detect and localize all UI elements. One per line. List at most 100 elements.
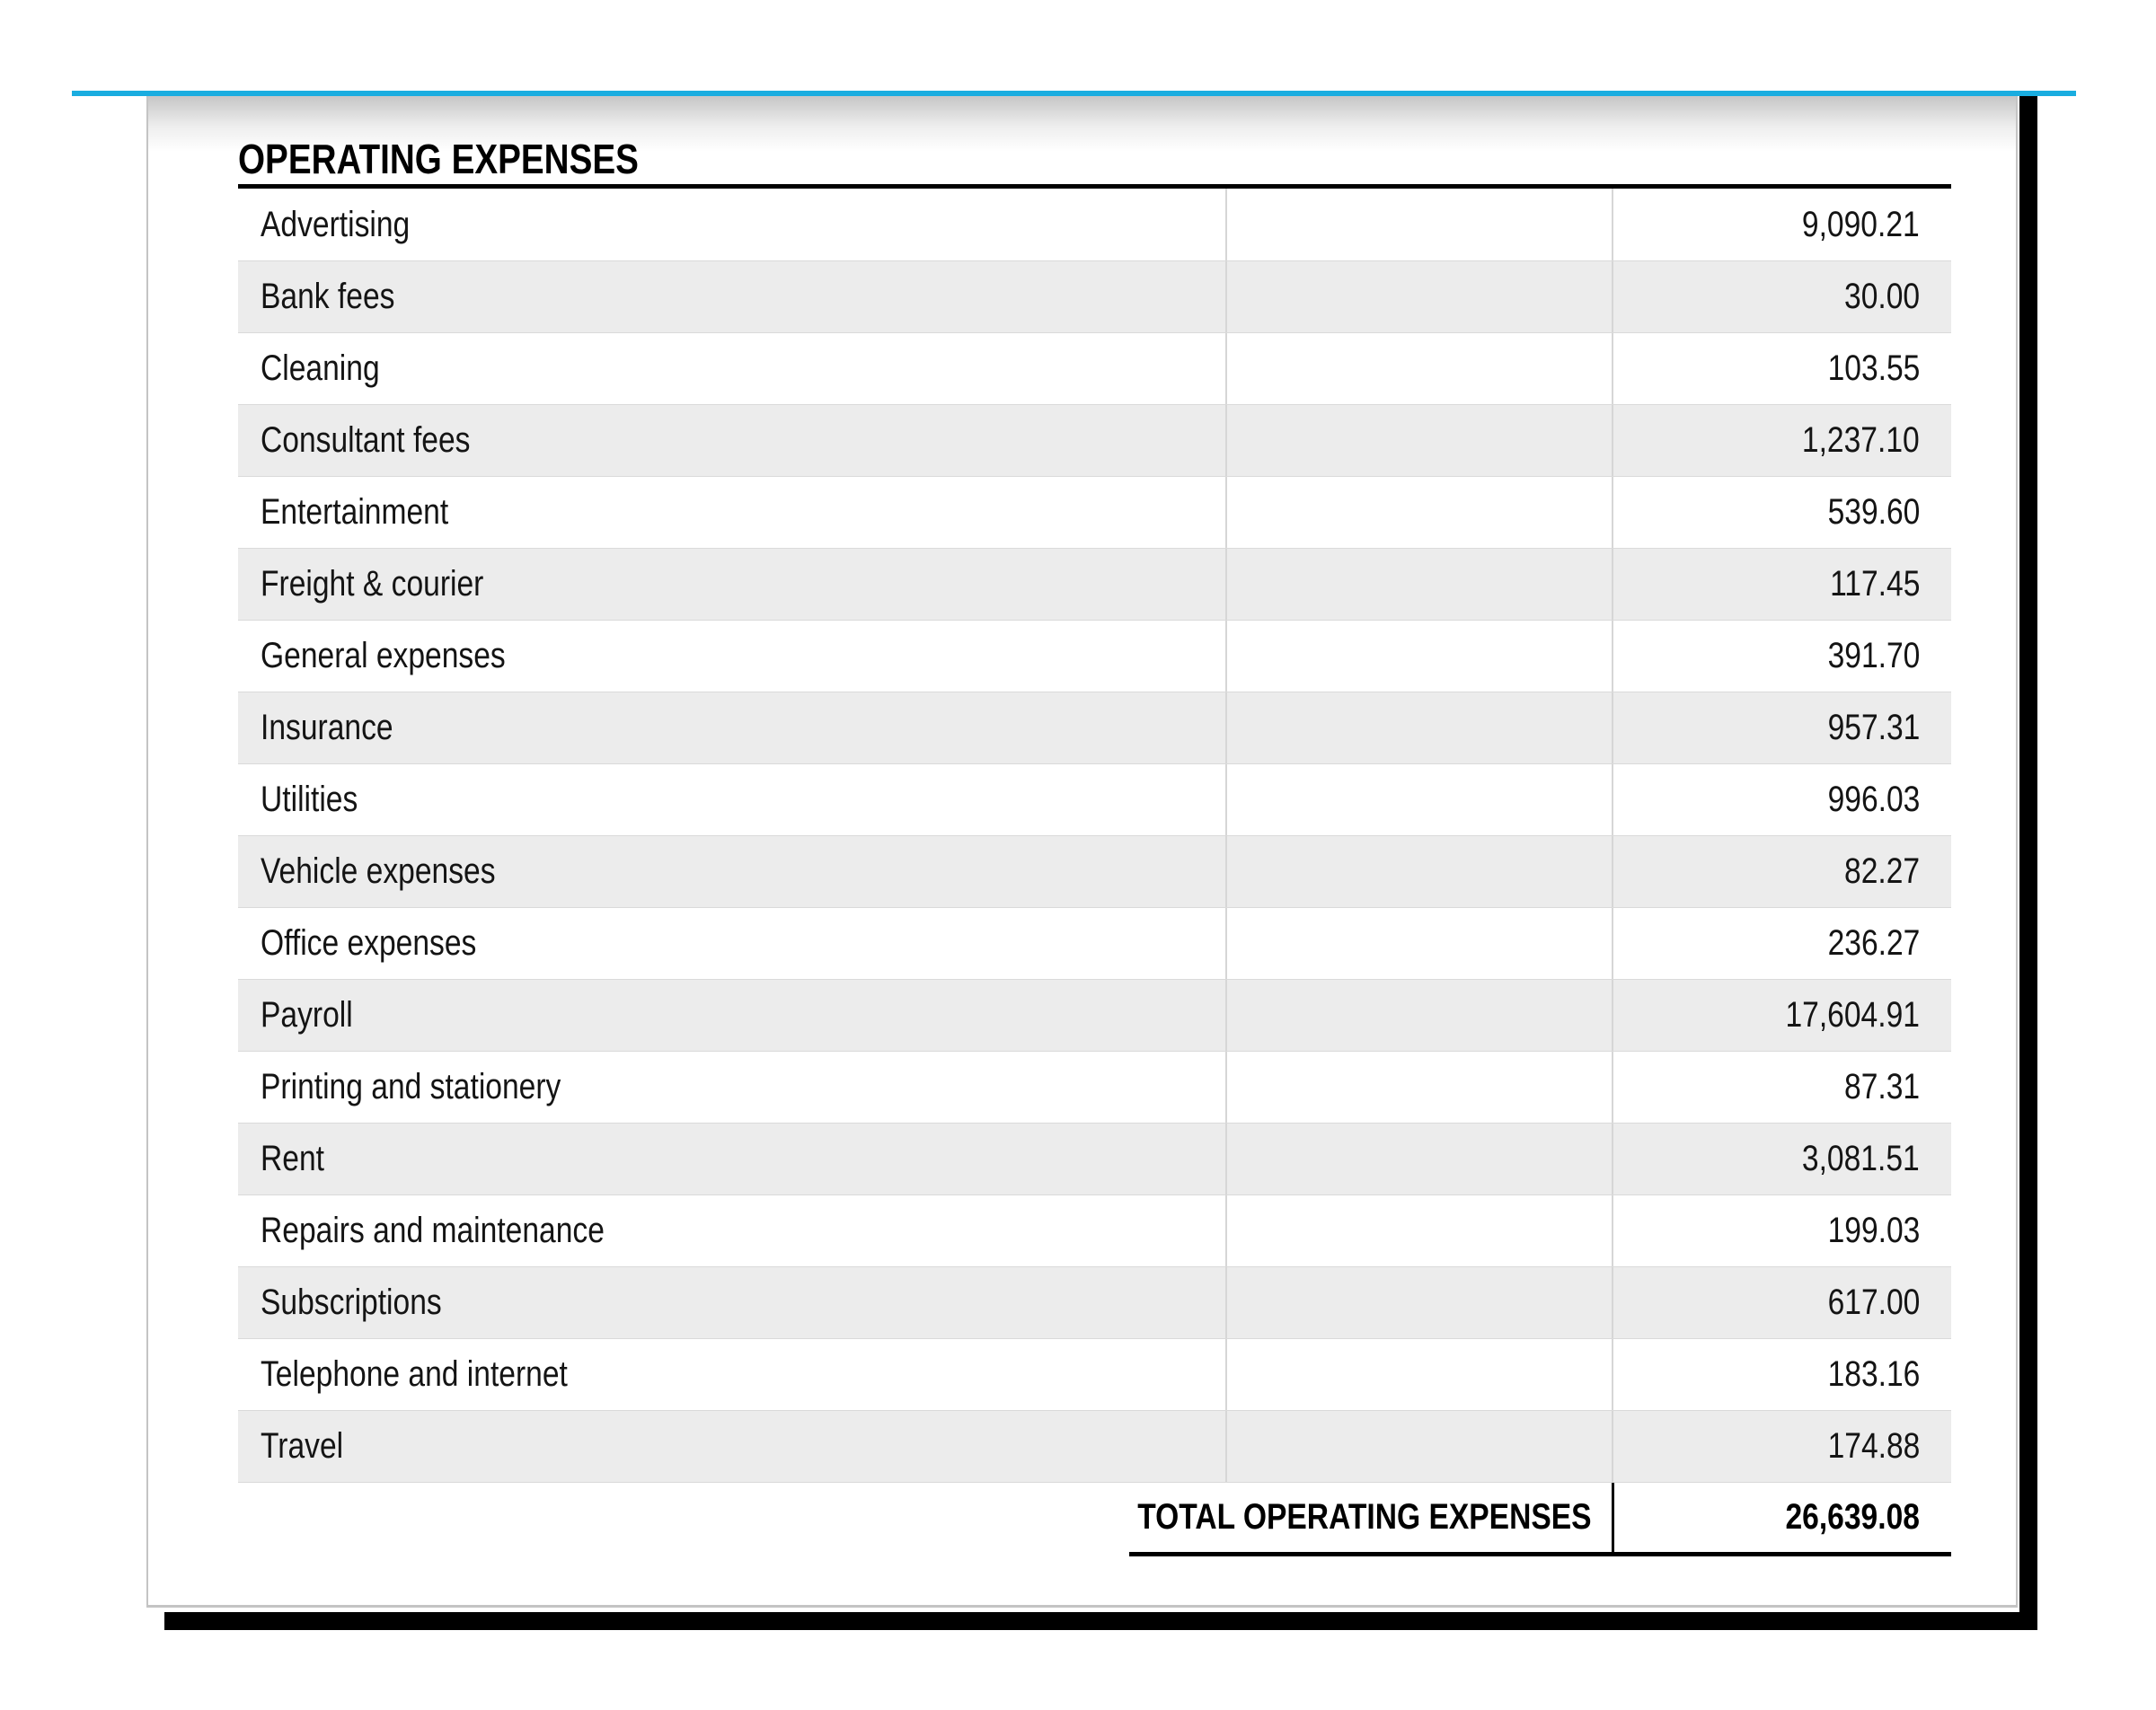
expense-amount-cell: 957.31 — [1612, 692, 1951, 763]
expense-amount: 174.88 — [1827, 1426, 1920, 1466]
expense-label: Subscriptions — [261, 1282, 442, 1322]
expense-rows: Advertising 9,090.21 Bank fees 30.00 Cle… — [238, 189, 1951, 1482]
expense-amount-cell: 199.03 — [1612, 1195, 1951, 1266]
expense-table-row: Freight & courier 117.45 — [238, 548, 1951, 620]
expense-amount-cell: 183.16 — [1612, 1339, 1951, 1410]
expense-label-cell: Utilities — [238, 764, 1225, 835]
expense-table-row: Insurance 957.31 — [238, 692, 1951, 763]
expense-table-row: Payroll 17,604.91 — [238, 979, 1951, 1051]
accent-divider-line — [72, 91, 2076, 96]
empty-middle-cell — [1225, 549, 1612, 620]
report-page: OPERATING EXPENSES Advertising 9,090.21 … — [146, 96, 2018, 1608]
expense-label: General expenses — [261, 636, 506, 675]
expense-amount: 1,237.10 — [1802, 420, 1920, 460]
expense-amount: 199.03 — [1827, 1211, 1920, 1250]
expense-amount-cell: 391.70 — [1612, 621, 1951, 692]
expense-label-cell: Rent — [238, 1124, 1225, 1194]
expense-label-cell: Payroll — [238, 980, 1225, 1051]
empty-middle-cell — [1225, 836, 1612, 907]
expense-label-cell: Cleaning — [238, 333, 1225, 404]
expense-label: Payroll — [261, 995, 353, 1035]
empty-middle-cell — [1225, 980, 1612, 1051]
expense-amount-cell: 30.00 — [1612, 261, 1951, 332]
expense-label: Rent — [261, 1139, 324, 1178]
expense-label-cell: Travel — [238, 1411, 1225, 1482]
empty-middle-cell — [1225, 1339, 1612, 1410]
expense-table-row: Bank fees 30.00 — [238, 260, 1951, 332]
empty-middle-cell — [1225, 764, 1612, 835]
expense-amount-cell: 117.45 — [1612, 549, 1951, 620]
total-amount: 26,639.08 — [1785, 1497, 1920, 1537]
expense-amount: 9,090.21 — [1802, 204, 1920, 244]
empty-middle-cell — [1225, 1052, 1612, 1123]
expense-amount-cell: 617.00 — [1612, 1267, 1951, 1338]
expense-table-row: Travel 174.88 — [238, 1410, 1951, 1482]
empty-middle-cell — [1225, 261, 1612, 332]
expense-label-cell: Bank fees — [238, 261, 1225, 332]
expense-amount-cell: 9,090.21 — [1612, 189, 1951, 260]
expense-amount-cell: 539.60 — [1612, 477, 1951, 548]
empty-middle-cell — [1225, 405, 1612, 476]
empty-middle-cell — [1225, 1411, 1612, 1482]
expense-amount: 996.03 — [1827, 780, 1920, 819]
expense-label: Printing and stationery — [261, 1067, 561, 1106]
expense-amount-cell: 87.31 — [1612, 1052, 1951, 1123]
expense-amount: 617.00 — [1827, 1282, 1920, 1322]
page-shadow-right — [2019, 96, 2037, 1630]
total-label-cell: TOTAL OPERATING EXPENSES — [238, 1483, 1612, 1552]
expense-label-cell: Subscriptions — [238, 1267, 1225, 1338]
expense-amount: 87.31 — [1843, 1067, 1920, 1106]
expense-label-cell: Vehicle expenses — [238, 836, 1225, 907]
total-label: TOTAL OPERATING EXPENSES — [1137, 1497, 1592, 1537]
expense-label: Advertising — [261, 204, 411, 244]
expense-table-row: Office expenses 236.27 — [238, 907, 1951, 979]
empty-middle-cell — [1225, 1267, 1612, 1338]
expense-table-row: General expenses 391.70 — [238, 620, 1951, 692]
expense-amount: 117.45 — [1829, 564, 1920, 604]
expense-label: Utilities — [261, 780, 358, 819]
expense-table-row: Telephone and internet 183.16 — [238, 1338, 1951, 1410]
expense-label: Insurance — [261, 708, 393, 747]
expense-amount-cell: 103.55 — [1612, 333, 1951, 404]
expense-amount: 539.60 — [1827, 492, 1920, 532]
expense-label-cell: Entertainment — [238, 477, 1225, 548]
expense-amount: 957.31 — [1827, 708, 1920, 747]
expense-table-row: Advertising 9,090.21 — [238, 189, 1951, 260]
section-title: OPERATING EXPENSES — [238, 136, 639, 182]
expense-label-cell: General expenses — [238, 621, 1225, 692]
expense-table-row: Entertainment 539.60 — [238, 476, 1951, 548]
expense-label: Travel — [261, 1426, 344, 1466]
expense-amount: 103.55 — [1827, 348, 1920, 388]
expense-label-cell: Freight & courier — [238, 549, 1225, 620]
expense-label: Cleaning — [261, 348, 380, 388]
expense-label: Bank fees — [261, 277, 395, 316]
expense-label: Consultant fees — [261, 420, 471, 460]
expense-label-cell: Insurance — [238, 692, 1225, 763]
empty-middle-cell — [1225, 621, 1612, 692]
empty-middle-cell — [1225, 692, 1612, 763]
expense-table-row: Utilities 996.03 — [238, 763, 1951, 835]
expense-amount: 183.16 — [1827, 1354, 1920, 1394]
expense-table-row: Rent 3,081.51 — [238, 1123, 1951, 1194]
empty-middle-cell — [1225, 1124, 1612, 1194]
expense-label: Freight & courier — [261, 564, 484, 604]
expense-label-cell: Repairs and maintenance — [238, 1195, 1225, 1266]
empty-middle-cell — [1225, 333, 1612, 404]
expense-amount-cell: 17,604.91 — [1612, 980, 1951, 1051]
expense-label: Office expenses — [261, 923, 477, 963]
expense-label-cell: Office expenses — [238, 908, 1225, 979]
total-underline-rule — [1129, 1552, 1951, 1556]
expense-label: Vehicle expenses — [261, 851, 496, 891]
total-amount-cell: 26,639.08 — [1612, 1483, 1951, 1552]
expense-label: Entertainment — [261, 492, 449, 532]
expense-label: Repairs and maintenance — [261, 1211, 605, 1250]
expense-label-cell: Telephone and internet — [238, 1339, 1225, 1410]
expense-table-row: Consultant fees 1,237.10 — [238, 404, 1951, 476]
expense-label: Telephone and internet — [261, 1354, 568, 1394]
expense-amount: 30.00 — [1843, 277, 1920, 316]
page-shadow-bottom — [164, 1612, 2037, 1630]
expense-amount: 391.70 — [1827, 636, 1920, 675]
expense-amount: 82.27 — [1843, 851, 1920, 891]
empty-middle-cell — [1225, 189, 1612, 260]
